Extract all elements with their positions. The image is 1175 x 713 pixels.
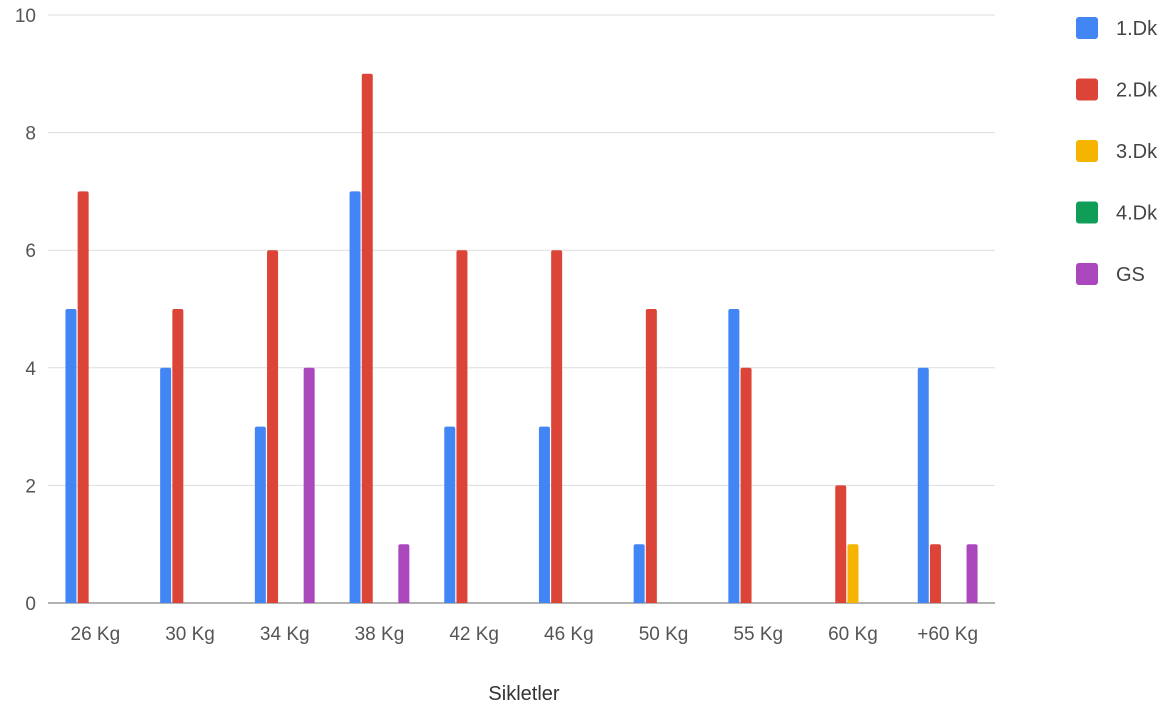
bar <box>398 544 410 603</box>
bar <box>728 309 740 603</box>
x-tick-label: 26 Kg <box>71 624 121 645</box>
bar <box>303 367 315 603</box>
bar <box>349 191 361 603</box>
legend-label: 2.Dk <box>1116 80 1158 102</box>
bar <box>65 309 77 603</box>
bar <box>929 544 941 603</box>
bar <box>966 544 978 603</box>
bar <box>254 426 266 603</box>
bar <box>551 250 563 603</box>
x-tick-label: 50 Kg <box>639 624 689 645</box>
bar <box>160 367 172 603</box>
bar <box>538 426 550 603</box>
bar <box>456 250 468 603</box>
bar <box>633 544 645 603</box>
bar <box>77 191 89 603</box>
legend-label: 1.Dk <box>1116 18 1158 40</box>
y-tick-label: 10 <box>15 6 36 27</box>
x-tick-label: +60 Kg <box>917 624 978 645</box>
legend: 1.Dk 2.Dk 3.Dk 4.Dk GS <box>1076 17 1158 286</box>
bar <box>835 485 847 603</box>
x-tick-label: 42 Kg <box>449 624 499 645</box>
legend-swatch <box>1076 263 1098 285</box>
legend-label: 3.Dk <box>1116 141 1158 163</box>
y-axis: 0 2 4 6 8 10 <box>15 6 37 615</box>
bar <box>847 544 859 603</box>
x-tick-label: 55 Kg <box>733 624 783 645</box>
legend-label: GS <box>1116 264 1145 286</box>
bar <box>361 73 373 604</box>
bar <box>740 367 752 603</box>
legend-swatch <box>1076 140 1098 162</box>
legend-label: 4.Dk <box>1116 203 1158 225</box>
legend-swatch <box>1076 201 1098 224</box>
bar <box>444 426 456 603</box>
bar <box>917 367 929 603</box>
y-tick-label: 4 <box>25 359 36 380</box>
bar <box>267 250 279 603</box>
y-tick-label: 8 <box>25 124 36 145</box>
legend-swatch <box>1076 17 1098 39</box>
x-tick-label: 46 Kg <box>544 624 594 645</box>
gridlines <box>48 14 995 604</box>
y-tick-label: 0 <box>25 594 36 615</box>
y-tick-label: 6 <box>25 241 36 262</box>
x-tick-label: 30 Kg <box>165 624 215 645</box>
x-tick-label: 34 Kg <box>260 624 310 645</box>
y-tick-label: 2 <box>25 476 36 497</box>
x-tick-label: 38 Kg <box>355 624 405 645</box>
x-axis: 26 Kg 30 Kg 34 Kg 38 Kg 42 Kg 46 Kg 50 Kg 55 Kg… <box>71 624 979 645</box>
bar <box>645 309 657 603</box>
x-tick-label: 60 Kg <box>828 624 878 645</box>
bar <box>172 309 184 603</box>
legend-swatch <box>1076 78 1098 101</box>
x-axis-title: Sikletler <box>488 683 559 705</box>
bars <box>65 73 978 604</box>
